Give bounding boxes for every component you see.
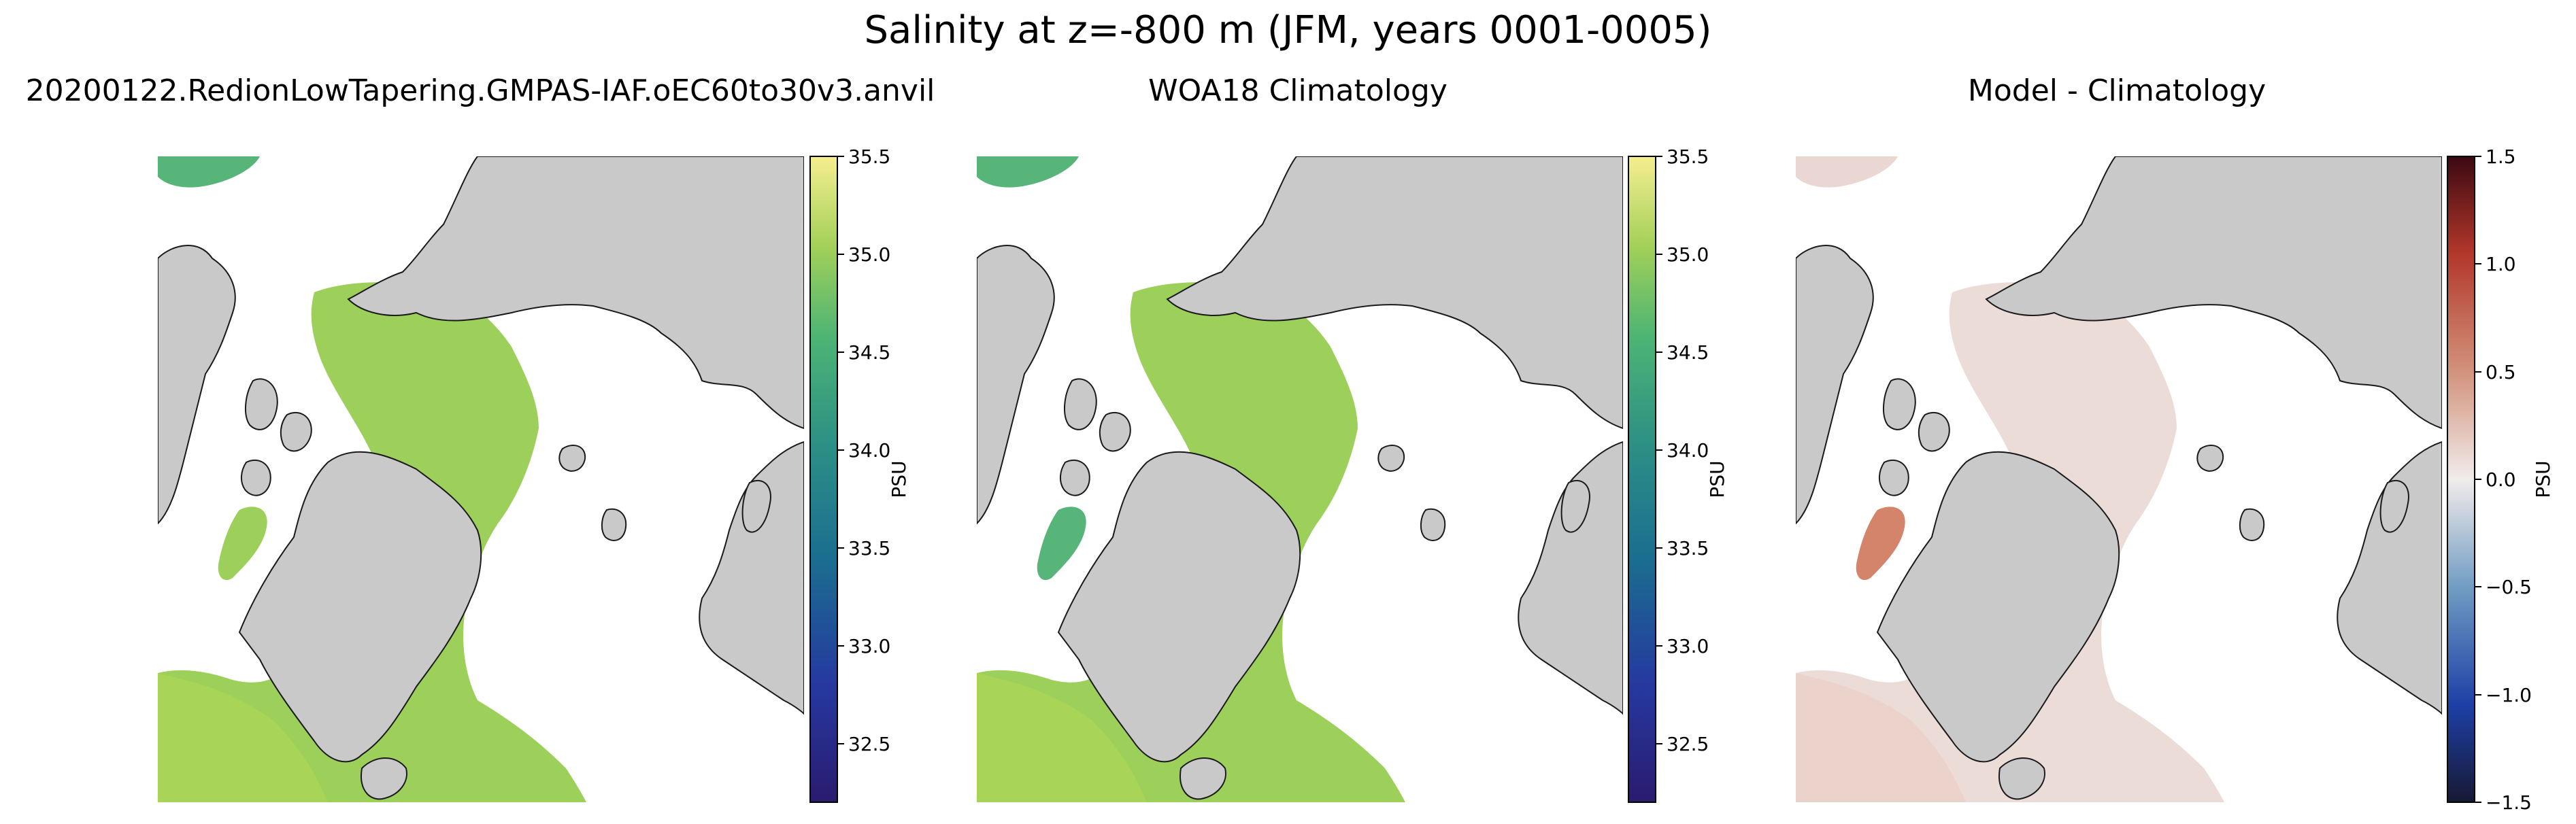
climatology-colorbar: 35.5 35.0 34.5 34.0 33.5 33.0 32.5 PSU (1628, 145, 1728, 803)
climatology-cb-tick: 35.5 (1667, 145, 1709, 168)
difference-cb-tick: 0.0 (2486, 468, 2516, 491)
model-subpolar-field (158, 673, 328, 802)
climatology-map-panel (977, 156, 1623, 802)
climatology-cb-tick: 34.5 (1667, 341, 1709, 364)
climatology-cb-tick: 34.0 (1667, 439, 1709, 462)
climatology-colorbar-ticks: 35.5 35.0 34.5 34.0 33.5 33.0 32.5 (1656, 145, 1709, 755)
difference-baffin-field (1856, 507, 1905, 581)
difference-colorbar: 1.5 1.0 0.5 0.0 −0.5 −1.0 −1.5 PSU (2447, 145, 2554, 814)
model-map-panel (158, 156, 804, 802)
difference-pacific-field (1796, 156, 1898, 188)
climatology-cb-tick: 33.0 (1667, 635, 1709, 657)
figure-suptitle: Salinity at z=-800 m (JFM, years 0001-00… (864, 8, 1712, 52)
model-colorbar-gradient (809, 156, 838, 803)
model-pacific-field (158, 156, 260, 188)
model-cb-tick: 34.0 (848, 439, 890, 462)
model-colorbar-ticks: 35.5 35.0 34.5 34.0 33.5 33.0 32.5 (837, 145, 890, 755)
difference-colorbar-gradient (2447, 156, 2475, 803)
difference-subpolar-field (1796, 673, 1966, 802)
model-cb-tick: 33.0 (848, 635, 890, 657)
climatology-baffin-field (1037, 507, 1086, 581)
model-colorbar-label: PSU (888, 460, 910, 498)
model-cb-tick: 34.5 (848, 341, 890, 364)
model-cb-tick: 32.5 (848, 733, 890, 755)
climatology-colorbar-gradient (1628, 156, 1656, 803)
difference-map-panel (1796, 156, 2442, 802)
panel-title-model: 20200122.RedionLowTapering.GMPAS-IAF.oEC… (25, 73, 935, 108)
difference-cb-tick: 1.5 (2486, 145, 2516, 168)
climatology-cb-tick: 32.5 (1667, 733, 1709, 755)
model-baffin-field (218, 507, 267, 581)
climatology-cb-tick: 33.5 (1667, 537, 1709, 560)
climatology-colorbar-label: PSU (1706, 460, 1728, 498)
climatology-pacific-field (977, 156, 1079, 188)
model-colorbar: 35.5 35.0 34.5 34.0 33.5 33.0 32.5 PSU (809, 145, 910, 803)
panel-title-climatology: WOA18 Climatology (1148, 73, 1448, 108)
difference-colorbar-label: PSU (2532, 460, 2554, 498)
model-cb-tick: 35.5 (848, 145, 890, 168)
difference-cb-tick: 1.0 (2486, 253, 2516, 275)
model-cb-tick: 33.5 (848, 537, 890, 560)
difference-colorbar-ticks: 1.5 1.0 0.5 0.0 −0.5 −1.0 −1.5 (2475, 145, 2532, 814)
model-cb-tick: 35.0 (848, 243, 890, 266)
climatology-cb-tick: 35.0 (1667, 243, 1709, 266)
difference-cb-tick: −1.5 (2486, 791, 2532, 814)
panel-title-difference: Model - Climatology (1967, 73, 2266, 108)
difference-cb-tick: −0.5 (2486, 576, 2532, 598)
climatology-subpolar-field (977, 673, 1147, 802)
difference-cb-tick: −1.0 (2486, 684, 2532, 706)
difference-cb-tick: 0.5 (2486, 361, 2516, 383)
